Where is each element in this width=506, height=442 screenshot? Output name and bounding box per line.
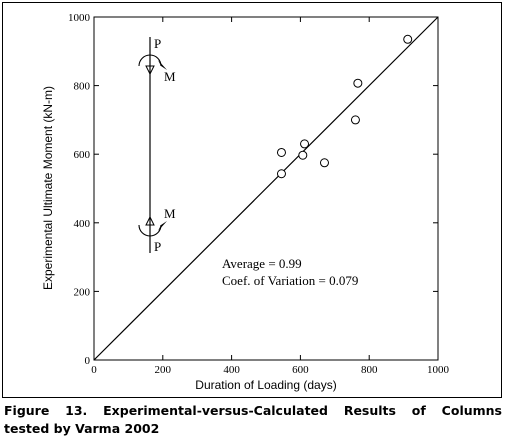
inset-bottom-load-label: P bbox=[154, 239, 161, 254]
bottom-moment-arc bbox=[138, 224, 162, 237]
y-tick-labels: 0 200 400 600 800 1000 bbox=[68, 12, 91, 367]
figure-caption: Figure 13. Experimental-versus-Calculate… bbox=[4, 402, 502, 438]
inset-top-moment-label: M bbox=[164, 69, 176, 84]
inset-bottom-moment-label: M bbox=[164, 206, 176, 221]
y-tick-label: 0 bbox=[85, 355, 91, 367]
caption-line-1: Figure 13. Experimental-versus-Calculate… bbox=[4, 403, 502, 418]
top-moment-arrow-icon bbox=[158, 60, 167, 70]
y-tick-label: 800 bbox=[74, 81, 91, 93]
top-moment-arc bbox=[138, 54, 162, 67]
x-tick-label: 200 bbox=[155, 364, 172, 376]
data-point bbox=[300, 139, 310, 149]
x-tick-labels: 0 200 400 600 800 1000 bbox=[91, 364, 449, 376]
caption-line-2: tested by Varma 2002 bbox=[4, 421, 160, 436]
data-point bbox=[403, 34, 413, 44]
data-point bbox=[319, 158, 329, 168]
reference-line bbox=[93, 16, 439, 361]
x-tick-label: 1000 bbox=[427, 364, 450, 376]
inset-top-load-label: P bbox=[154, 36, 161, 51]
plot-area bbox=[93, 16, 439, 361]
y-tick-label: 600 bbox=[74, 149, 91, 161]
bottom-arrowhead-icon bbox=[145, 215, 155, 226]
top-arrowhead-icon bbox=[145, 65, 155, 76]
data-points bbox=[276, 34, 413, 179]
x-tick-label: 400 bbox=[223, 364, 240, 376]
scatter-chart: 0 200 400 600 800 1000 0 200 400 600 800 1000 Dura… bbox=[41, 12, 450, 392]
figure-frame bbox=[2, 2, 502, 398]
y-tick-label: 200 bbox=[74, 286, 91, 298]
data-point bbox=[353, 78, 363, 88]
column-load-inset: P M M P bbox=[138, 36, 176, 254]
data-point bbox=[350, 115, 360, 125]
x-tick-label: 800 bbox=[361, 364, 378, 376]
cov-annotation: Coef. of Variation = 0.079 bbox=[222, 273, 358, 288]
x-axis-label: Duration of Loading (days) bbox=[195, 378, 336, 392]
y-tick-label: 400 bbox=[74, 218, 91, 230]
y-tick-label: 1000 bbox=[68, 12, 91, 24]
x-tick-label: 600 bbox=[292, 364, 309, 376]
bottom-moment-arrow-icon bbox=[158, 221, 167, 231]
x-tick-label: 0 bbox=[91, 364, 97, 376]
average-annotation: Average = 0.99 bbox=[222, 256, 302, 271]
data-point bbox=[298, 150, 308, 160]
y-axis-label: Experimental Ultimate Moment (kN-m) bbox=[41, 86, 55, 290]
data-point bbox=[276, 169, 286, 179]
data-point bbox=[276, 147, 286, 157]
